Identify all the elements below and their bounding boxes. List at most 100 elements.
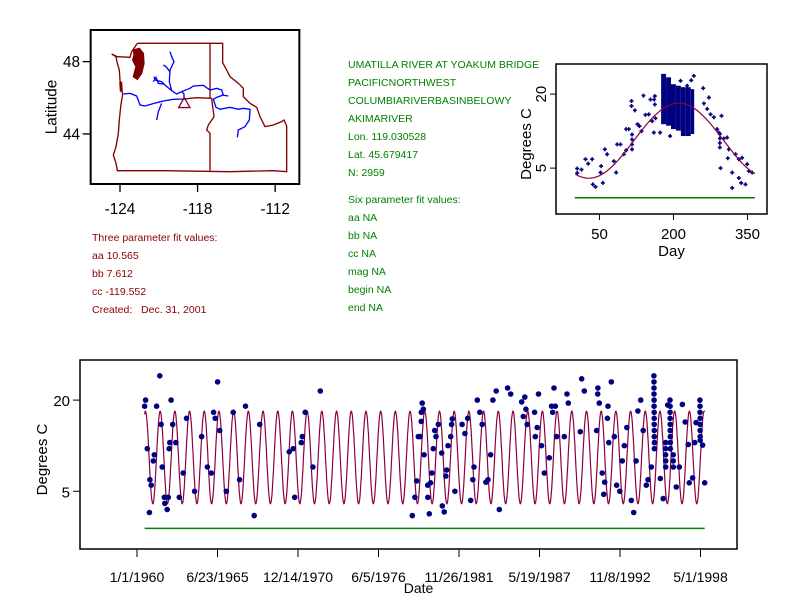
data-point xyxy=(441,509,448,515)
data-point xyxy=(147,476,153,483)
data-point xyxy=(667,433,674,440)
data-point xyxy=(425,494,431,501)
dense-point-cloud xyxy=(670,84,676,130)
data-point xyxy=(651,445,658,452)
data-point xyxy=(676,464,683,470)
data-point xyxy=(618,142,623,147)
station-info-panel: UMATILLA RIVER AT YOAKUM BRIDGE PACIFICN… xyxy=(348,56,539,317)
y-tick-label: 5 xyxy=(62,484,70,501)
region: PACIFICNORTHWEST xyxy=(348,77,457,89)
data-point xyxy=(433,433,439,440)
basin: COLUMBIARIVERBASINBELOWYAKIMARIVER xyxy=(348,95,512,125)
data-point xyxy=(141,403,148,410)
data-point xyxy=(159,464,165,470)
data-point xyxy=(443,473,449,479)
data-point xyxy=(302,409,309,416)
data-point xyxy=(621,442,628,449)
data-point xyxy=(637,124,642,129)
data-point xyxy=(595,385,601,391)
data-point xyxy=(507,391,514,397)
data-point xyxy=(630,137,635,142)
data-point xyxy=(635,408,641,414)
data-point xyxy=(561,433,568,440)
data-point xyxy=(583,157,588,162)
data-point xyxy=(660,495,666,502)
created-date: Created: Dec. 31, 2001 xyxy=(92,304,207,316)
data-point xyxy=(658,130,663,135)
x-axis-label: Date xyxy=(404,580,434,596)
data-point xyxy=(504,385,511,391)
data-point xyxy=(645,476,651,483)
x-tick-label: 350 xyxy=(735,226,760,243)
data-point xyxy=(670,452,676,458)
data-point xyxy=(630,132,635,137)
data-point xyxy=(467,497,474,504)
data-point xyxy=(648,464,655,470)
data-point xyxy=(153,403,160,410)
data-point xyxy=(697,437,703,444)
data-point xyxy=(438,450,445,456)
y-tick-label: 48 xyxy=(63,54,80,71)
data-point xyxy=(641,93,646,98)
data-point xyxy=(429,470,435,476)
data-point xyxy=(691,73,696,78)
data-point xyxy=(611,159,616,164)
data-point xyxy=(651,427,658,434)
data-point xyxy=(590,182,595,187)
data-point xyxy=(643,482,650,489)
data-point xyxy=(715,127,720,132)
three-parameter-panel: Three parameter fit values: aa 10.565 bb… xyxy=(92,229,217,319)
x-tick-label: -118 xyxy=(183,201,213,218)
data-point xyxy=(518,399,525,405)
data-point xyxy=(745,162,750,167)
data-point xyxy=(471,464,477,470)
data-point xyxy=(630,509,637,516)
data-point xyxy=(575,171,580,176)
data-point xyxy=(596,400,603,406)
data-point xyxy=(180,470,186,476)
data-point xyxy=(479,421,486,428)
data-point xyxy=(532,433,539,440)
data-point xyxy=(670,458,676,464)
data-point xyxy=(600,180,605,185)
data-point xyxy=(427,480,434,486)
y-tick-label: 44 xyxy=(63,126,81,143)
data-point xyxy=(144,445,151,452)
data-point xyxy=(173,439,179,446)
data-point xyxy=(667,445,674,452)
data-point xyxy=(577,428,584,435)
wa-or-border xyxy=(183,96,212,100)
x-tick-label: 5/1/1998 xyxy=(673,569,728,585)
data-point xyxy=(668,134,673,139)
data-point xyxy=(161,494,168,501)
y-axis-label: Latitude xyxy=(44,80,61,135)
data-point xyxy=(598,170,603,175)
data-point xyxy=(216,427,223,434)
data-point xyxy=(651,373,657,379)
data-point xyxy=(419,400,426,406)
data-point xyxy=(717,140,722,145)
data-point xyxy=(426,511,433,517)
six-param-cc: cc NA xyxy=(348,248,377,260)
data-point xyxy=(686,480,692,486)
y-axis-label: Degrees C xyxy=(518,108,535,180)
data-point xyxy=(648,97,653,102)
data-point xyxy=(624,424,630,431)
data-point xyxy=(608,379,615,385)
x-tick-label: 1/1/1960 xyxy=(110,569,165,585)
data-point xyxy=(214,379,221,385)
dense-point-cloud xyxy=(685,87,691,137)
data-point xyxy=(477,409,483,416)
data-point xyxy=(651,130,656,135)
data-point xyxy=(708,112,713,117)
latitude: Lat. 45.679417 xyxy=(348,149,419,161)
data-point xyxy=(730,185,735,190)
data-point xyxy=(538,442,545,449)
data-point xyxy=(447,433,454,440)
data-point xyxy=(151,452,158,458)
data-point xyxy=(418,418,425,425)
data-point xyxy=(652,97,657,102)
data-point xyxy=(541,470,548,476)
